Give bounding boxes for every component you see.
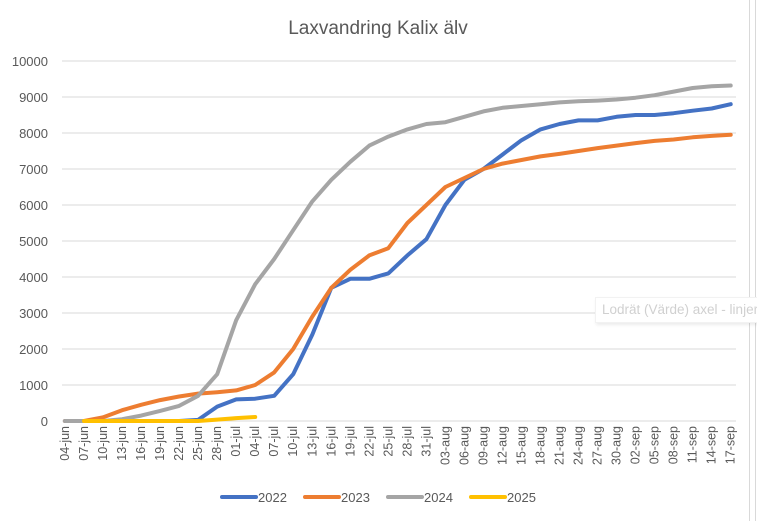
y-tick-label: 3000: [19, 306, 48, 321]
x-tick-label: 28-jul: [400, 426, 414, 457]
x-tick-label: 19-jun: [153, 426, 167, 461]
y-tick-label: 1000: [19, 378, 48, 393]
y-tick-label: 2000: [19, 342, 48, 357]
x-tick-label: 16-jun: [134, 426, 148, 461]
x-tick-label: 13-jul: [305, 426, 319, 457]
x-tick-label: 04-jun: [58, 426, 72, 461]
x-tick-label: 19-jul: [343, 426, 357, 457]
x-tick-label: 09-aug: [476, 426, 490, 465]
y-tick-label: 6000: [19, 198, 48, 213]
x-tick-label: 07-jul: [267, 426, 281, 457]
x-tick-label: 25-jun: [191, 426, 205, 461]
series-line-2024: [63, 83, 733, 423]
x-tick-label: 10-jul: [286, 426, 300, 457]
chart-title: Laxvandring Kalix älv: [288, 18, 468, 39]
x-tick-label: 03-aug: [438, 426, 452, 465]
window-edge: [755, 0, 756, 521]
legend-label-2022: 2022: [258, 490, 287, 505]
y-tick-label: 9000: [19, 90, 48, 105]
x-tick-label: 16-jul: [324, 426, 338, 457]
x-tick-label: 22-jul: [362, 426, 376, 457]
legend-label-2025: 2025: [507, 490, 536, 505]
series-line-2025: [82, 415, 258, 423]
x-tick-label: 27-aug: [591, 426, 605, 465]
x-tick-label: 10-jun: [96, 426, 110, 461]
x-tick-label: 31-jul: [419, 426, 433, 457]
x-tick-label: 15-aug: [514, 426, 528, 465]
x-tick-label: 24-aug: [572, 426, 586, 465]
x-tick-label: 12-aug: [495, 426, 509, 465]
x-tick-label: 11-sep: [686, 426, 700, 463]
x-tick-label: 17-sep: [724, 426, 738, 464]
axis-tooltip: Lodrät (Värde) axel - linjer: [595, 297, 757, 323]
y-tick-label: 0: [41, 414, 48, 429]
x-tick-label: 06-aug: [457, 426, 471, 465]
y-tick-label: 10000: [12, 54, 48, 69]
y-tick-label: 5000: [19, 234, 48, 249]
x-tick-label: 30-aug: [610, 426, 624, 465]
x-tick-label: 05-sep: [648, 426, 662, 464]
x-tick-label: 18-aug: [534, 426, 548, 465]
x-tick-label: 08-sep: [667, 426, 681, 464]
y-tick-label: 4000: [19, 270, 48, 285]
x-tick-label: 02-sep: [629, 426, 643, 464]
legend-label-2024: 2024: [424, 490, 453, 505]
series-line-2023: [63, 132, 733, 423]
x-tick-label: 28-jun: [210, 426, 224, 461]
x-tick-label: 21-aug: [553, 426, 567, 465]
y-tick-label: 8000: [19, 126, 48, 141]
x-tick-label: 04-jul: [248, 426, 262, 457]
y-tick-label: 7000: [19, 162, 48, 177]
x-tick-label: 07-jun: [77, 426, 91, 461]
x-tick-label: 14-sep: [705, 426, 719, 464]
series-line-2022: [63, 102, 733, 423]
x-tick-label: 01-jul: [229, 426, 243, 457]
window-edge: [749, 0, 750, 521]
x-tick-label: 22-jun: [172, 426, 186, 461]
x-tick-label: 25-jul: [381, 426, 395, 457]
legend-label-2023: 2023: [341, 490, 370, 505]
x-tick-label: 13-jun: [115, 426, 129, 461]
